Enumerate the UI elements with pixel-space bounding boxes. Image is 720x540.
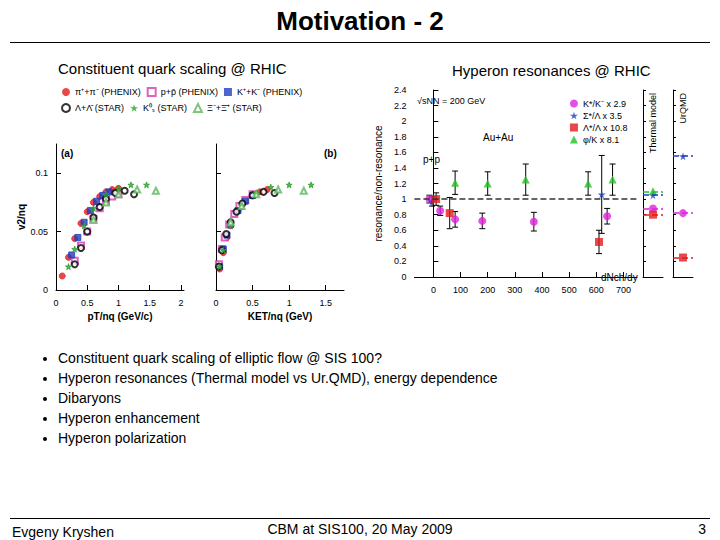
svg-text:dNch/dy: dNch/dy	[601, 271, 638, 283]
svg-text:p+p: p+p	[423, 154, 440, 165]
html-text:Constituent quark scaling @ RH: Constituent quark scaling @ RHIC	[58, 60, 287, 77]
svg-text:2.2: 2.2	[394, 101, 407, 111]
svg-text:600: 600	[589, 285, 604, 295]
svg-text:1.5: 1.5	[319, 298, 332, 308]
svg-text:0.05: 0.05	[30, 227, 48, 237]
html-text:Hyperon polarization: Hyperon polarization	[58, 430, 187, 446]
svg-text:2: 2	[178, 298, 183, 308]
svg-text:1: 1	[401, 194, 406, 204]
svg-text:100: 100	[453, 285, 468, 295]
svg-text:1: 1	[116, 298, 121, 308]
html-text:Hyperon resonances @ RHIC: Hyperon resonances @ RHIC	[452, 62, 651, 79]
svg-text:0.8: 0.8	[394, 210, 407, 220]
html-text:Constituent quark scaling of e: Constituent quark scaling of elliptic fl…	[58, 350, 382, 366]
svg-text:Au+Au: Au+Au	[483, 132, 513, 143]
html-text:CBM at SIS100, 20 May 2009: CBM at SIS100, 20 May 2009	[267, 521, 453, 537]
svg-text:0.6: 0.6	[394, 225, 407, 235]
svg-text:0: 0	[213, 298, 218, 308]
svg-text:1.8: 1.8	[394, 132, 407, 142]
svg-text:Thermal model: Thermal model	[648, 93, 658, 153]
svg-text:200: 200	[480, 285, 495, 295]
svg-text:(a): (a)	[61, 148, 73, 159]
html-text:3: 3	[698, 521, 706, 537]
svg-text:700: 700	[616, 285, 631, 295]
svg-text:2.4: 2.4	[394, 85, 407, 95]
svg-text:0.1: 0.1	[35, 168, 48, 178]
html-text:Hyperon enhancement: Hyperon enhancement	[58, 410, 200, 426]
svg-text:1.5: 1.5	[143, 298, 156, 308]
svg-text:2: 2	[401, 116, 406, 126]
svg-text:0: 0	[431, 285, 436, 295]
html-text:Motivation - 2: Motivation - 2	[276, 6, 444, 36]
svg-text:0: 0	[53, 298, 58, 308]
svg-text:400: 400	[534, 285, 549, 295]
html-text:Evgeny Kryshen: Evgeny Kryshen	[12, 524, 114, 540]
svg-text:0.4: 0.4	[394, 241, 407, 251]
svg-text:resonance/non-resonance: resonance/non-resonance	[373, 125, 384, 242]
svg-text:Σ*/Λ x 3.5: Σ*/Λ x 3.5	[583, 111, 622, 121]
svg-text:K⁺+K⁻ (PHENIX): K⁺+K⁻ (PHENIX)	[237, 87, 302, 97]
svg-text:1.4: 1.4	[394, 163, 407, 173]
svg-text:Ξ⁻+Ξ̄⁺ (STAR): Ξ⁻+Ξ̄⁺ (STAR)	[207, 103, 262, 113]
svg-text:KET/nq (GeV): KET/nq (GeV)	[248, 311, 312, 322]
svg-text:pT/nq (GeV/c): pT/nq (GeV/c)	[88, 311, 153, 322]
svg-text:φ/K x 8.1: φ/K x 8.1	[583, 135, 619, 145]
html-text:Dibaryons: Dibaryons	[58, 390, 121, 406]
svg-text:K*/K⁻ x 2.9: K*/K⁻ x 2.9	[583, 99, 626, 109]
svg-text:0: 0	[43, 285, 48, 295]
svg-text:v2/nq: v2/nq	[16, 204, 27, 230]
svg-text:UrQMD: UrQMD	[678, 93, 688, 124]
svg-text:(b): (b)	[324, 148, 337, 159]
svg-text:π⁺+π⁻ (PHENIX): π⁺+π⁻ (PHENIX)	[75, 87, 141, 97]
svg-text:300: 300	[507, 285, 522, 295]
svg-text:p+p̄ (PHENIX): p+p̄ (PHENIX)	[161, 87, 218, 97]
svg-text:1.6: 1.6	[394, 147, 407, 157]
svg-text:0.5: 0.5	[81, 298, 94, 308]
svg-text:Λ*/Λ x 10.8: Λ*/Λ x 10.8	[583, 123, 628, 133]
svg-text:K⁰ₛ (STAR): K⁰ₛ (STAR)	[143, 103, 187, 113]
svg-text:1.2: 1.2	[394, 179, 407, 189]
svg-text:1: 1	[287, 298, 292, 308]
svg-text:0.5: 0.5	[246, 298, 259, 308]
svg-text:500: 500	[562, 285, 577, 295]
svg-text:0.2: 0.2	[394, 256, 407, 266]
html-text:Hyperon resonances (Thermal mo: Hyperon resonances (Thermal model vs Ur.…	[58, 370, 498, 386]
svg-text:0: 0	[401, 272, 406, 282]
svg-text:√sNN = 200 GeV: √sNN = 200 GeV	[417, 96, 485, 106]
svg-text:Λ+Λ̄ (STAR): Λ+Λ̄ (STAR)	[75, 103, 124, 113]
